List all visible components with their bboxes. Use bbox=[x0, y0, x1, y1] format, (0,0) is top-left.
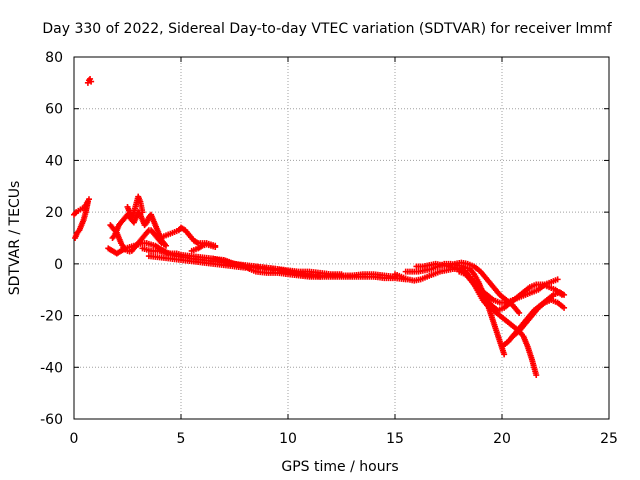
x-tick-label: 5 bbox=[177, 431, 186, 447]
series-arc16 bbox=[499, 289, 568, 350]
x-tick-label: 10 bbox=[279, 431, 297, 447]
x-tick-label: 0 bbox=[70, 431, 79, 447]
data-point bbox=[554, 276, 561, 283]
series-arc4 bbox=[109, 209, 170, 249]
grid-lines bbox=[74, 57, 609, 419]
plot-frame bbox=[73, 56, 610, 420]
x-tick-label: 20 bbox=[493, 431, 511, 447]
y-tick-label: -60 bbox=[40, 412, 63, 428]
data-point bbox=[317, 273, 324, 280]
x-tick-labels: 0 5 10 15 20 25 bbox=[70, 431, 618, 447]
data-marks bbox=[71, 75, 568, 379]
data-point bbox=[85, 196, 92, 203]
data-point bbox=[212, 244, 219, 251]
data-point bbox=[163, 242, 170, 249]
y-axis-label: SDTVAR / TECUs bbox=[7, 181, 23, 296]
y-tick-label: 80 bbox=[45, 50, 63, 66]
series-arc5 bbox=[124, 193, 146, 221]
y-tick-label: 0 bbox=[54, 257, 63, 273]
chart-title: Day 330 of 2022, Sidereal Day-to-day VTE… bbox=[42, 21, 612, 37]
x-axis-label: GPS time / hours bbox=[281, 459, 398, 475]
series-arc17 bbox=[509, 297, 568, 340]
data-point bbox=[561, 304, 568, 311]
data-point bbox=[88, 78, 95, 85]
series-arc9 bbox=[156, 224, 219, 249]
series-arc2 bbox=[71, 196, 92, 218]
axis-ticks bbox=[73, 56, 610, 420]
data-point bbox=[338, 271, 345, 278]
x-tick-label: 25 bbox=[600, 431, 618, 447]
data-point bbox=[139, 209, 146, 216]
series-arc15 bbox=[445, 259, 523, 316]
series-arc18 bbox=[456, 268, 565, 314]
series-arc11 bbox=[210, 255, 324, 280]
y-tick-label: 20 bbox=[45, 205, 63, 221]
data-point bbox=[558, 291, 565, 298]
y-tick-label: 40 bbox=[45, 153, 63, 169]
series-outlier bbox=[84, 75, 95, 86]
y-tick-label: -20 bbox=[40, 309, 63, 325]
y-tick-label: 60 bbox=[45, 102, 63, 118]
series-arc10 bbox=[188, 241, 219, 254]
data-point bbox=[501, 351, 508, 358]
y-tick-label: -40 bbox=[40, 360, 63, 376]
data-point bbox=[533, 372, 540, 379]
x-tick-label: 15 bbox=[386, 431, 404, 447]
data-point bbox=[516, 309, 523, 316]
y-tick-labels: -60 -40 -20 0 20 40 60 80 bbox=[40, 50, 63, 428]
